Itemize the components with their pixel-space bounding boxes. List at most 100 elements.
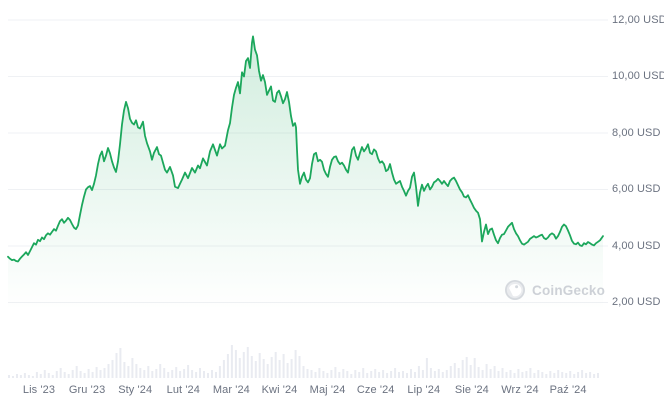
volume-bar — [55, 371, 58, 378]
volume-bar — [326, 373, 329, 378]
volume-bar — [151, 371, 154, 378]
volume-bar — [250, 356, 253, 378]
volume-bar — [585, 373, 588, 378]
volume-bar — [449, 366, 452, 378]
volume-bar — [218, 366, 221, 378]
volume-bar — [278, 360, 281, 378]
volume-bar — [187, 365, 190, 378]
volume-bar — [175, 367, 178, 378]
volume-bar — [27, 375, 30, 378]
volume-bar — [215, 372, 217, 378]
volume-bar — [123, 362, 126, 378]
volume-bar — [242, 352, 245, 378]
volume-bar — [374, 369, 377, 378]
volume-bar — [593, 374, 596, 378]
volume-bar — [207, 373, 209, 378]
volume-bar — [87, 369, 90, 378]
volume-bar — [286, 363, 289, 378]
volume-bar — [270, 357, 273, 378]
volume-bar — [119, 348, 122, 378]
volume-bar — [59, 368, 62, 378]
volume-bar — [366, 373, 369, 378]
volume-bar — [370, 371, 373, 378]
watermark-text: CoinGecko — [532, 282, 606, 298]
volume-bar — [314, 372, 317, 378]
volume-bar — [533, 373, 536, 378]
volume-bar — [12, 376, 14, 378]
volume-bar — [493, 366, 496, 378]
volume-bar — [179, 371, 182, 378]
volume-bar — [147, 366, 150, 378]
volume-bar — [159, 364, 162, 378]
volume-bar — [91, 372, 94, 378]
volume-bar — [306, 369, 309, 378]
volume-bar — [135, 364, 138, 378]
volume-bar — [406, 373, 408, 378]
volume-bar — [23, 373, 26, 378]
volume-bar — [501, 368, 504, 378]
volume-bar — [230, 345, 233, 378]
volume-bar — [115, 353, 118, 378]
volume-bar — [382, 370, 385, 378]
volume-bar — [318, 368, 321, 378]
volume-bar — [16, 374, 18, 378]
volume-bar — [211, 370, 213, 378]
volume-bar — [35, 372, 38, 378]
volume-bar — [541, 372, 544, 378]
volume-bar — [549, 371, 552, 378]
volume-bar — [51, 375, 54, 378]
volume-bar — [167, 372, 170, 378]
volume-bar — [346, 371, 349, 378]
volume-bar — [19, 375, 22, 378]
volume-bar — [222, 360, 225, 378]
volume-bar — [191, 370, 194, 378]
volume-bar — [31, 376, 34, 378]
volume-bar — [445, 370, 448, 378]
volume-bar — [441, 372, 444, 378]
volume-bar — [350, 374, 353, 378]
volume-bar — [417, 366, 420, 378]
volume-bar — [421, 370, 424, 378]
volume-bar — [246, 347, 249, 378]
volume-bar — [338, 372, 341, 378]
volume-bar — [473, 358, 476, 378]
volume-bar — [254, 361, 257, 378]
volume-bar — [330, 370, 333, 378]
volume-bar — [127, 366, 130, 378]
volume-bar — [226, 354, 229, 378]
volume-bar — [390, 371, 393, 378]
volume-bar — [410, 369, 412, 378]
volume-bar — [481, 370, 484, 378]
volume-bar — [545, 374, 548, 378]
volume-bar — [569, 371, 572, 378]
volume-bar — [298, 356, 301, 378]
volume-bar — [437, 369, 440, 378]
volume-bar — [155, 369, 158, 378]
volume-bar — [597, 373, 599, 378]
volume-bar — [322, 371, 325, 378]
volume-bar — [589, 372, 592, 378]
volume-bar — [398, 372, 400, 378]
volume-bar — [107, 364, 110, 378]
volume-bar — [557, 370, 560, 378]
volume-bar — [274, 352, 277, 378]
volume-bar — [163, 368, 166, 378]
volume-bar — [489, 369, 492, 378]
volume-bar — [537, 370, 540, 378]
volume-bar — [521, 372, 524, 378]
price-line — [7, 35, 604, 263]
volume-bar — [67, 374, 70, 378]
volume-bar — [505, 372, 508, 378]
volume-bar — [561, 372, 564, 378]
volume-bar — [310, 370, 313, 378]
volume-bar — [195, 372, 198, 378]
volume-bar — [358, 372, 361, 378]
volume-bar — [425, 358, 428, 378]
volume-bar — [43, 370, 46, 378]
volume-bar — [402, 371, 404, 378]
volume-bar — [386, 373, 389, 378]
volume-bar — [433, 371, 436, 378]
volume-bar — [513, 373, 516, 378]
